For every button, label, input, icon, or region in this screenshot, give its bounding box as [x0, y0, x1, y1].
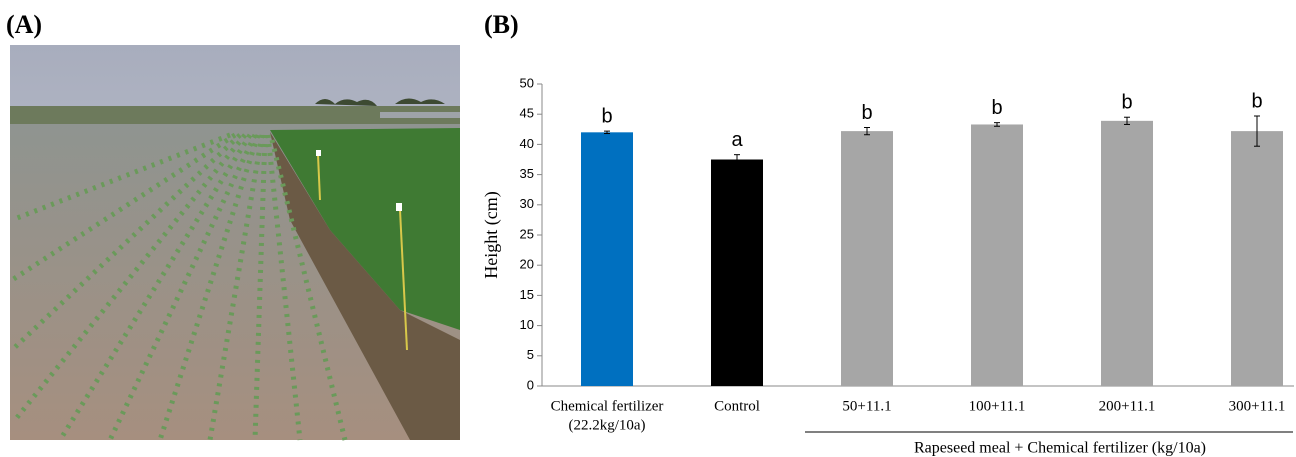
panel-label: (A): [6, 10, 42, 39]
y-axis-label: Height (cm): [481, 191, 502, 278]
y-tick-label: 20: [520, 257, 534, 272]
y-tick-label: 30: [520, 196, 534, 211]
y-tick-label: 10: [520, 317, 534, 332]
x-tick-label: 200+11.1: [1099, 398, 1156, 414]
bar: [971, 124, 1023, 386]
x-tick-label: 50+11.1: [842, 398, 891, 414]
significance-letter: b: [1121, 92, 1132, 114]
field-photo: [10, 45, 460, 442]
y-tick-label: 0: [527, 377, 534, 392]
bar: [1231, 131, 1283, 386]
bar: [841, 131, 893, 386]
x-tick-label: Control: [714, 398, 760, 414]
x-tick-label: 100+11.1: [969, 398, 1026, 414]
y-tick-label: 45: [520, 106, 534, 121]
bar: [711, 159, 763, 386]
bar: [1101, 120, 1153, 387]
significance-letter: b: [1251, 90, 1262, 112]
y-tick-label: 5: [527, 347, 534, 362]
y-tick-label: 50: [520, 75, 534, 90]
x-tick-label: 300+11.1: [1229, 398, 1286, 414]
y-tick-label: 25: [520, 226, 534, 241]
x-tick-sublabel: (22.2kg/10a): [568, 417, 645, 433]
group-label: Rapeseed meal + Chemical fertilizer (kg/…: [914, 440, 1206, 457]
x-tick-label: Chemical fertilizer: [551, 398, 664, 414]
panel-label: (B): [484, 10, 519, 39]
y-tick-label: 40: [520, 136, 534, 151]
bar: [581, 132, 633, 386]
y-tick-label: 35: [520, 166, 534, 181]
y-tick-label: 15: [520, 287, 534, 302]
significance-letter: b: [601, 105, 612, 127]
significance-letter: b: [991, 97, 1002, 119]
significance-letter: b: [861, 102, 872, 124]
significance-letter: a: [731, 129, 743, 151]
